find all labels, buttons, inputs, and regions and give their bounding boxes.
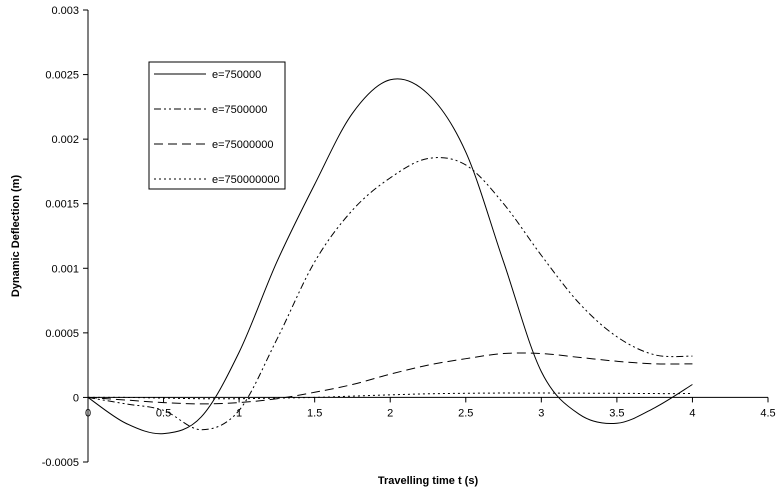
axes: -0.0005 0 0.0005 0.001 0.0015 0.002 0.0025 0.00… bbox=[42, 5, 776, 469]
x-tick-label: 4.5 bbox=[760, 407, 775, 419]
y-tick-label: 0.0015 bbox=[45, 199, 79, 211]
y-axis-title: Dynamic Deflection (m) bbox=[10, 175, 22, 298]
x-tick-label: 0 bbox=[85, 407, 91, 419]
legend-label-1: e=750000 bbox=[212, 69, 261, 81]
x-tick-label: 2 bbox=[387, 407, 393, 419]
legend-label-3: e=75000000 bbox=[212, 139, 273, 151]
x-tick-label: 0.5 bbox=[156, 407, 171, 419]
legend-label-2: e=7500000 bbox=[212, 104, 267, 116]
y-tick-label: 0.0025 bbox=[45, 70, 79, 82]
y-tick-label: 0.003 bbox=[51, 5, 79, 17]
y-tick-label: 0.001 bbox=[51, 263, 79, 275]
legend-box bbox=[148, 61, 286, 190]
x-tick-label: 4 bbox=[689, 407, 695, 419]
plot-lines bbox=[87, 78, 693, 435]
x-tick-label: 2.5 bbox=[458, 407, 473, 419]
y-tick-label: 0 bbox=[73, 392, 79, 404]
x-tick-label: 3.5 bbox=[609, 407, 624, 419]
x-axis-title: Travelling time t (s) bbox=[378, 475, 479, 487]
x-tick-label: 1 bbox=[236, 407, 242, 419]
series-line-2 bbox=[87, 157, 693, 431]
series-line-1 bbox=[87, 78, 693, 435]
y-tick-label: -0.0005 bbox=[42, 457, 79, 469]
x-tick-label: 1.5 bbox=[307, 407, 322, 419]
x-tick-label: 3 bbox=[538, 407, 544, 419]
y-tick-label: 0.0005 bbox=[45, 328, 79, 340]
legend: e=750000 e=7500000 e=75000000 e=750000000 bbox=[148, 61, 286, 190]
y-tick-label: 0.002 bbox=[51, 134, 79, 146]
legend-label-4: e=750000000 bbox=[212, 174, 280, 186]
series-line-3 bbox=[87, 352, 693, 405]
